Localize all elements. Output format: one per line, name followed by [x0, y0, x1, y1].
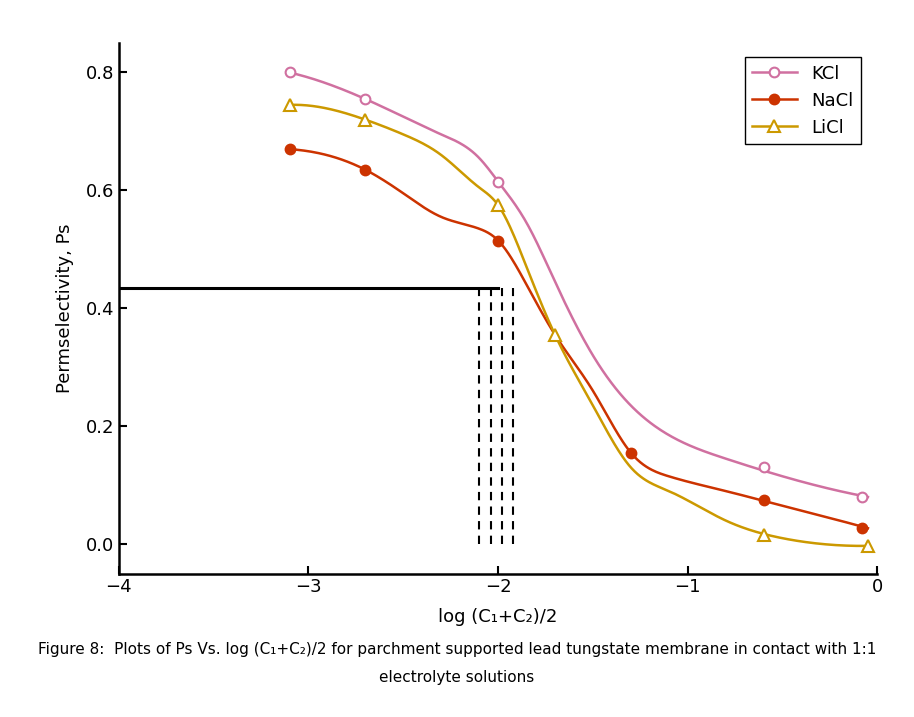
X-axis label: log (C₁+C₂)/2: log (C₁+C₂)/2: [439, 607, 558, 625]
Text: electrolyte solutions: electrolyte solutions: [379, 670, 535, 685]
Y-axis label: Permselectivity, Ps: Permselectivity, Ps: [57, 224, 74, 393]
Text: Figure 8:  Plots of Ps Vs. log (C₁+C₂)/2 for parchment supported lead tungstate : Figure 8: Plots of Ps Vs. log (C₁+C₂)/2 …: [37, 642, 877, 657]
Legend: KCl, NaCl, LiCl: KCl, NaCl, LiCl: [745, 57, 861, 144]
